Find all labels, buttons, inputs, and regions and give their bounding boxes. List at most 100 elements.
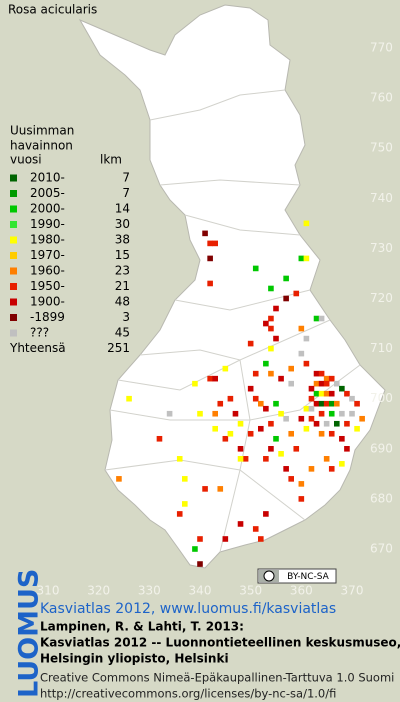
observation-square [313, 420, 320, 427]
badge-cc-circle [263, 570, 275, 582]
observation-square [334, 420, 340, 427]
observation-square [323, 420, 330, 427]
observation-square [328, 430, 335, 437]
observation-square [313, 380, 320, 387]
observation-square [268, 315, 274, 322]
observation-square [258, 400, 264, 407]
atlas-link: Kasviatlas 2012, www.luomus.fi/kasviatla… [40, 601, 336, 617]
observation-square [339, 385, 345, 392]
observation-square [313, 315, 320, 322]
y-tick-label: 770 [370, 41, 393, 55]
observation-square [166, 410, 173, 417]
observation-square [323, 380, 330, 387]
observation-square [339, 410, 345, 417]
observation-square [252, 265, 259, 272]
legend-swatch [10, 314, 17, 321]
observation-square [308, 415, 315, 422]
observation-square [283, 275, 289, 282]
y-tick-label: 690 [370, 441, 393, 455]
observation-square [273, 305, 279, 312]
observation-square [252, 395, 259, 402]
observation-square [268, 370, 274, 377]
cc-badge: BY-NC-SA [257, 568, 337, 584]
legend: Uusimman havainnon vuosi lkm 2010- 7 2005-… [9, 124, 130, 356]
legend-swatch [10, 190, 17, 197]
legend-total: 251 [107, 341, 130, 355]
observation-square [318, 410, 325, 417]
observation-square [318, 390, 325, 397]
observation-square [328, 466, 335, 472]
observation-square [242, 456, 249, 462]
y-tick-label: 710 [370, 341, 393, 355]
observation-square [252, 370, 259, 377]
observation-square [202, 230, 208, 237]
x-tick-label: 340 [189, 584, 212, 598]
x-tick-label: 350 [239, 584, 262, 598]
observation-square [359, 415, 365, 422]
luomus-logo: LUOMUS [14, 569, 45, 698]
observation-square [268, 285, 274, 292]
x-tick-label: 370 [341, 584, 364, 598]
citation: Lampinen, R. & Lahti, T. 2013: [40, 620, 244, 634]
observation-square [192, 546, 198, 552]
observation-square [303, 425, 310, 432]
x-tick-label: 330 [138, 584, 161, 598]
x-tick-label: 360 [290, 584, 313, 598]
observation-square [237, 456, 244, 462]
observation-square [207, 280, 213, 287]
observation-square [354, 425, 360, 432]
observation-square [323, 375, 330, 382]
legend-heading: Uusimman [10, 124, 74, 138]
observation-square [344, 420, 350, 427]
observation-square [318, 430, 325, 437]
observation-square [212, 425, 218, 432]
legend-swatch [10, 236, 17, 244]
observation-square [303, 335, 310, 342]
y-tick-label: 670 [370, 542, 393, 556]
legend-label: 2000- [30, 202, 65, 216]
legend-count-heading: lkm [100, 153, 122, 167]
y-tick-label: 760 [370, 91, 393, 105]
legend-swatch [10, 252, 17, 259]
observation-square [273, 335, 279, 342]
observation-square [207, 255, 213, 262]
citation: Kasviatlas 2012 -- Luonnontieteellinen k… [40, 636, 400, 650]
observation-square [247, 340, 254, 347]
legend-swatch [10, 221, 17, 228]
license: http://creativecommons.org/licenses/by-n… [40, 687, 336, 701]
x-tick-label: 310 [37, 584, 60, 598]
observation-square [328, 390, 335, 397]
observation-square [318, 380, 325, 387]
observation-square [288, 365, 294, 372]
observation-square [328, 375, 335, 382]
license: Creative Commons Nimeä-Epäkaupallinen-Ta… [40, 671, 394, 685]
observation-square [354, 400, 360, 407]
map-title: Rosa acicularis [8, 3, 97, 17]
observation-square [283, 466, 289, 472]
observation-square [303, 220, 310, 227]
legend-count: 7 [122, 171, 130, 185]
legend-label: -1899 [30, 310, 65, 324]
x-tick-label: 320 [87, 584, 110, 598]
observation-square [197, 410, 203, 417]
legend-swatch [10, 205, 17, 213]
legend-label: 1950- [30, 279, 65, 293]
observation-square [313, 390, 320, 397]
observation-square [258, 536, 264, 542]
badge-label: BY-NC-SA [287, 572, 330, 582]
observation-square [222, 365, 229, 372]
observation-square [176, 511, 183, 517]
observation-square [349, 395, 355, 402]
y-tick-label: 740 [370, 191, 393, 205]
observation-square [232, 410, 239, 417]
observation-square [298, 325, 305, 332]
legend-heading: havainnon [10, 139, 73, 153]
observation-square [192, 380, 198, 387]
observation-square [339, 435, 345, 442]
legend-count: 14 [115, 202, 130, 216]
legend-total-label: Yhteensä [9, 341, 66, 355]
observation-square [288, 380, 294, 387]
observation-square [298, 415, 305, 422]
observation-square [334, 380, 340, 387]
